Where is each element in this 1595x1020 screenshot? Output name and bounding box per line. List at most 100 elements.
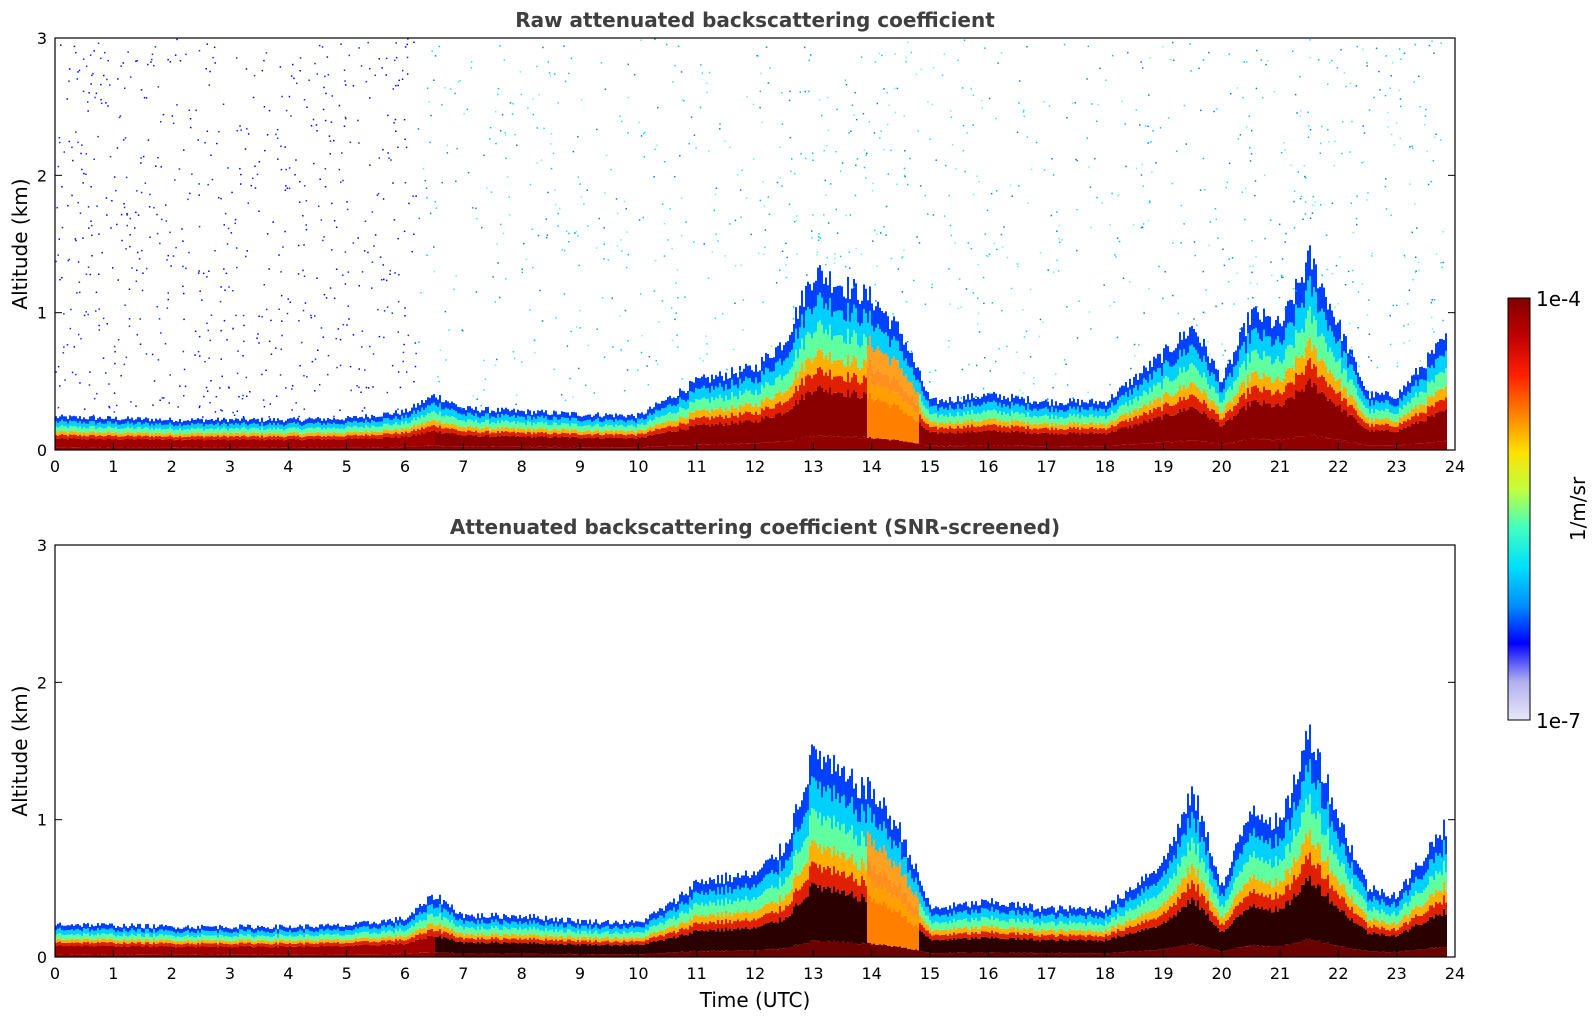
backscatter-cell <box>985 445 987 450</box>
backscatter-cell <box>1265 316 1267 337</box>
backscatter-cell <box>1439 372 1441 389</box>
backscatter-cell <box>347 447 349 450</box>
backscatter-cell <box>1003 395 1005 404</box>
backscatter-cell <box>459 435 461 447</box>
backscatter-cell <box>1297 358 1299 375</box>
backscatter-cell <box>361 416 363 422</box>
backscatter-cell <box>799 385 801 400</box>
backscatter-cell <box>231 439 233 448</box>
backscatter-cell <box>1339 391 1341 405</box>
backscatter-cell <box>725 443 727 450</box>
backscatter-cell <box>453 417 455 425</box>
backscatter-cell <box>479 433 481 437</box>
backscatter-cell <box>287 418 289 424</box>
backscatter-cell <box>1249 406 1251 440</box>
backscatter-cell <box>1109 400 1111 408</box>
backscatter-cell <box>757 395 759 407</box>
backscatter-cell <box>1349 404 1351 415</box>
backscatter-cell <box>1245 370 1247 388</box>
backscatter-cell <box>393 424 395 430</box>
backscatter-cell <box>173 426 175 431</box>
noise-pixel <box>734 219 737 222</box>
backscatter-cell <box>331 433 333 437</box>
backscatter-cell <box>989 402 991 411</box>
backscatter-cell <box>851 377 853 394</box>
backscatter-cell <box>193 428 195 434</box>
noise-pixel <box>1228 53 1230 55</box>
backscatter-cell <box>981 420 983 427</box>
backscatter-cell <box>113 428 115 433</box>
backscatter-cell <box>1119 396 1121 407</box>
backscatter-cell <box>1171 352 1173 367</box>
backscatter-cell <box>695 409 697 418</box>
backscatter-cell <box>673 421 675 427</box>
backscatter-cell <box>1013 426 1015 432</box>
backscatter-cell <box>397 433 399 438</box>
backscatter-cell <box>913 410 915 420</box>
backscatter-cell <box>1015 412 1017 421</box>
backscatter-cell <box>679 397 681 407</box>
backscatter-cell <box>945 422 947 428</box>
backscatter-cell <box>1207 442 1209 450</box>
backscatter-cell <box>745 443 747 450</box>
backscatter-cell <box>827 359 829 376</box>
backscatter-cell <box>457 430 459 435</box>
backscatter-cell <box>295 436 297 440</box>
backscatter-cell <box>597 423 599 430</box>
noise-pixel <box>208 270 210 272</box>
backscatter-cell <box>611 419 613 426</box>
backscatter-cell <box>983 430 985 446</box>
backscatter-cell <box>55 426 57 432</box>
backscatter-cell <box>437 414 439 423</box>
backscatter-cell <box>1359 376 1361 388</box>
backscatter-cell <box>851 288 853 313</box>
backscatter-cell <box>239 429 241 434</box>
backscatter-cell <box>1261 341 1263 361</box>
backscatter-cell <box>997 405 999 414</box>
raw-heatmap <box>55 38 1447 450</box>
backscatter-cell <box>759 382 761 395</box>
backscatter-cell <box>1069 398 1071 407</box>
backscatter-cell <box>1089 399 1091 408</box>
backscatter-cell <box>1137 390 1139 401</box>
backscatter-cell <box>1083 428 1085 434</box>
backscatter-cell <box>1385 423 1387 430</box>
backscatter-cell <box>605 437 607 448</box>
backscatter-cell <box>189 439 191 448</box>
backscatter-cell <box>599 438 601 448</box>
backscatter-cell <box>451 446 453 450</box>
backscatter-cell <box>571 432 573 437</box>
backscatter-cell <box>1235 442 1237 450</box>
backscatter-cell <box>1283 320 1285 341</box>
backscatter-cell <box>857 367 859 383</box>
backscatter-cell <box>213 420 215 426</box>
backscatter-cell <box>127 421 129 427</box>
backscatter-cell <box>355 415 357 421</box>
backscatter-cell <box>379 435 381 439</box>
backscatter-cell <box>841 436 843 450</box>
backscatter-cell <box>713 389 715 401</box>
backscatter-cell <box>537 446 539 450</box>
backscatter-cell <box>691 391 693 403</box>
backscatter-cell <box>1287 301 1289 324</box>
backscatter-cell <box>1405 415 1407 422</box>
backscatter-cell <box>477 422 479 429</box>
backscatter-cell <box>445 407 447 416</box>
backscatter-cell <box>1335 440 1337 450</box>
backscatter-cell <box>239 436 241 440</box>
backscatter-cell <box>715 423 717 444</box>
backscatter-cell <box>191 447 193 450</box>
backscatter-cell <box>951 428 953 433</box>
backscatter-cell <box>991 445 993 450</box>
backscatter-cell <box>669 395 671 404</box>
backscatter-cell <box>707 398 709 410</box>
backscatter-cell <box>243 422 245 428</box>
backscatter-cell <box>613 417 615 423</box>
backscatter-cell <box>1347 406 1349 417</box>
backscatter-cell <box>1105 434 1107 447</box>
backscatter-cell <box>279 429 281 434</box>
backscatter-cell <box>1139 415 1141 424</box>
backscatter-cell <box>473 421 475 428</box>
backscatter-cell <box>385 418 387 424</box>
backscatter-cell <box>925 423 927 430</box>
